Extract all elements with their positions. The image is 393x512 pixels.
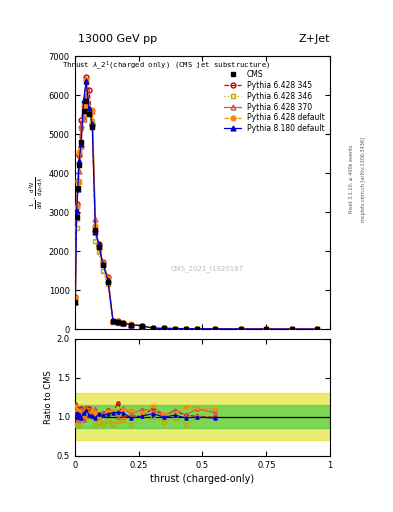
Text: mcplots.cern.ch [arXiv:1306.3436]: mcplots.cern.ch [arXiv:1306.3436] — [361, 137, 366, 222]
Text: CMS_2021_I1920187: CMS_2021_I1920187 — [171, 266, 244, 272]
Legend: CMS, Pythia 6.428 345, Pythia 6.428 346, Pythia 6.428 370, Pythia 6.428 default,: CMS, Pythia 6.428 345, Pythia 6.428 346,… — [222, 68, 326, 135]
Bar — [75, 405, 330, 429]
Y-axis label: Ratio to CMS: Ratio to CMS — [44, 370, 53, 424]
X-axis label: thrust (charged-only): thrust (charged-only) — [151, 474, 254, 484]
Bar — [75, 393, 330, 440]
Text: 13000 GeV pp: 13000 GeV pp — [78, 33, 158, 44]
Text: Thrust $\lambda\_2^1$(charged only) (CMS jet substructure): Thrust $\lambda\_2^1$(charged only) (CMS… — [62, 59, 271, 72]
Text: Z+Jet: Z+Jet — [299, 33, 330, 44]
Text: Rivet 3.1.10, ≥ 400k events: Rivet 3.1.10, ≥ 400k events — [349, 145, 354, 214]
Y-axis label: $\frac{1}{\mathrm{d}N}\cdot\frac{\mathrm{d}^2 N}{\mathrm{d}p_T\,\mathrm{d}\lambd: $\frac{1}{\mathrm{d}N}\cdot\frac{\mathrm… — [27, 177, 44, 209]
